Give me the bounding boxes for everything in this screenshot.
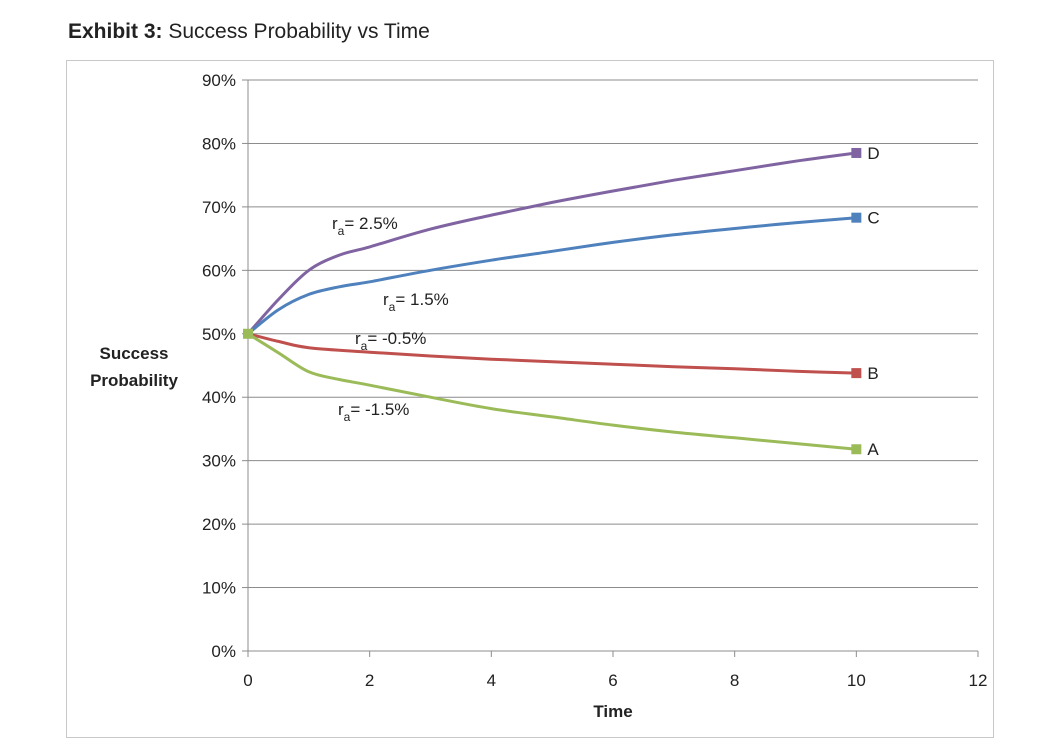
series-end-marker-c bbox=[851, 212, 862, 223]
axis-titles: Time Success Probability bbox=[90, 344, 633, 721]
y-axis-title-line-1: Success bbox=[100, 344, 169, 363]
series-line-c bbox=[246, 216, 858, 336]
y-tick-label-0: 0% bbox=[211, 642, 236, 661]
x-tick-label-1: 2 bbox=[365, 671, 374, 690]
x-tick-label-3: 6 bbox=[608, 671, 617, 690]
tick-labels: 0% 10% 20% 30% 40% 50% 60% 70% 80% 90% 0 2 4 6 8 10 12 bbox=[202, 71, 987, 690]
series-annotation-b: ra= -0.5% bbox=[355, 329, 426, 353]
exhibit-title-text: Success Probability vs Time bbox=[168, 20, 430, 43]
series-start-marker bbox=[243, 328, 253, 339]
x-tick-label-6: 12 bbox=[969, 671, 988, 690]
x-tick-label-5: 10 bbox=[847, 671, 866, 690]
x-tick-label-4: 8 bbox=[730, 671, 739, 690]
series-line-d bbox=[246, 151, 858, 336]
series-end-label-c: C bbox=[867, 209, 879, 228]
x-axis-title: Time bbox=[593, 702, 632, 721]
series-end-label-b: B bbox=[867, 364, 878, 383]
y-axis-title-line-2: Probability bbox=[90, 371, 178, 390]
series-end-marker-d bbox=[851, 147, 862, 158]
series-end-marker-a bbox=[851, 444, 862, 455]
series-line-b bbox=[246, 332, 858, 375]
exhibit-label: Exhibit 3: bbox=[68, 20, 163, 43]
series-end-label-a: A bbox=[867, 440, 879, 459]
series-annotation-d: ra= 2.5% bbox=[332, 214, 398, 238]
chart-frame bbox=[66, 60, 994, 738]
y-tick-label-8: 80% bbox=[202, 134, 236, 153]
series-line-a bbox=[246, 332, 858, 451]
exhibit-title: Exhibit 3: Success Probability vs Time bbox=[68, 20, 430, 44]
y-tick-label-5: 50% bbox=[202, 325, 236, 344]
y-tick-label-6: 60% bbox=[202, 261, 236, 280]
series-end-label-d: D bbox=[867, 144, 879, 163]
x-tick-label-2: 4 bbox=[487, 671, 496, 690]
series-lines bbox=[246, 151, 858, 451]
y-tick-label-3: 30% bbox=[202, 452, 236, 471]
series-labels: Dra= 2.5% Cra= 1.5% Bra= -0.5% Ara= -1.5% bbox=[332, 144, 880, 459]
series-end-marker-b bbox=[851, 368, 862, 379]
series-annotation-c: ra= 1.5% bbox=[383, 290, 449, 314]
grid-lines bbox=[248, 79, 978, 589]
y-tick-label-4: 40% bbox=[202, 388, 236, 407]
y-tick-label-2: 20% bbox=[202, 515, 236, 534]
y-tick-label-1: 10% bbox=[202, 579, 236, 598]
series-annotation-a: ra= -1.5% bbox=[338, 400, 409, 424]
y-tick-label-9: 90% bbox=[202, 71, 236, 90]
x-tick-label-0: 0 bbox=[243, 671, 252, 690]
series-markers bbox=[243, 147, 862, 455]
axes bbox=[242, 79, 979, 657]
y-tick-label-7: 70% bbox=[202, 198, 236, 217]
